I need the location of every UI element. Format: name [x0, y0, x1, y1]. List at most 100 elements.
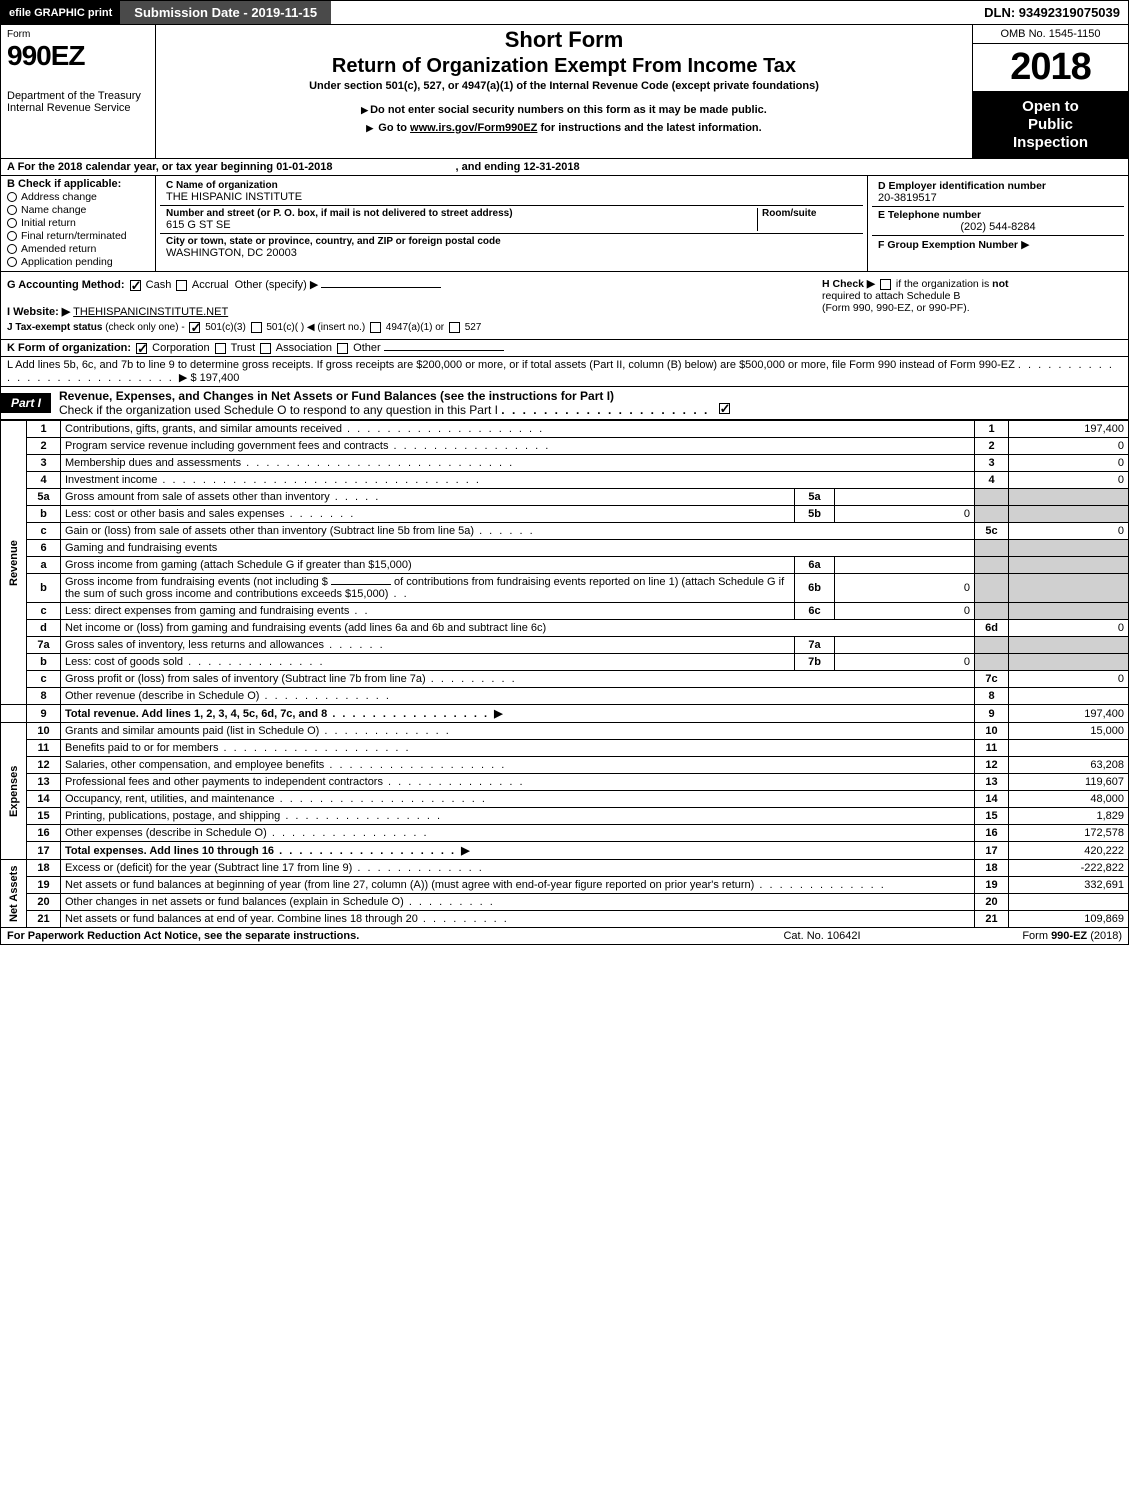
line-text: Gross profit or (loss) from sales of inv… — [61, 671, 975, 688]
line-amount: 0 — [1009, 472, 1129, 489]
goto-pre: Go to — [378, 122, 410, 134]
cash-checkbox[interactable] — [130, 280, 141, 291]
no-enter-warning: Do not enter social security numbers on … — [162, 104, 966, 116]
table-row: b Less: cost or other basis and sales ex… — [1, 506, 1129, 523]
short-form-title: Short Form — [162, 27, 966, 53]
other-specify-line[interactable] — [321, 287, 441, 288]
form-number: 990EZ — [7, 40, 149, 72]
check-name-change[interactable]: Name change — [7, 204, 149, 216]
city-value: WASHINGTON, DC 20003 — [166, 247, 857, 259]
assoc-label: Association — [276, 342, 332, 354]
sub-num: 5b — [795, 506, 835, 523]
line-text: Professional fees and other payments to … — [61, 774, 975, 791]
period-begin: A For the 2018 calendar year, or tax yea… — [7, 161, 332, 173]
check-application-pending[interactable]: Application pending — [7, 256, 149, 268]
accounting-method: G Accounting Method: Cash Accrual Other … — [7, 278, 822, 291]
line-refnum: 18 — [975, 860, 1009, 877]
l-row: L Add lines 5b, 6c, and 7b to line 9 to … — [0, 357, 1129, 387]
section-b-header: B Check if applicable: — [7, 178, 149, 190]
ein-block: D Employer identification number 20-3819… — [872, 178, 1124, 207]
check-initial-return[interactable]: Initial return — [7, 217, 149, 229]
check-app-label: Application pending — [21, 256, 113, 268]
accounting-row: G Accounting Method: Cash Accrual Other … — [0, 272, 1129, 340]
blank-line[interactable] — [331, 584, 391, 585]
footer-right: Form 990-EZ (2018) — [922, 930, 1122, 942]
trust-checkbox[interactable] — [215, 343, 226, 354]
line-num: 9 — [27, 705, 61, 723]
line-text: Less: cost or other basis and sales expe… — [61, 506, 795, 523]
line-text: Gross income from gaming (attach Schedul… — [61, 557, 795, 574]
check-address-change[interactable]: Address change — [7, 191, 149, 203]
line-text: Total expenses. Add lines 10 through 16 … — [61, 842, 975, 860]
line-text: Less: direct expenses from gaming and fu… — [61, 603, 795, 620]
street-value: 615 G ST SE — [166, 219, 757, 231]
line-num: a — [27, 557, 61, 574]
501c-checkbox[interactable] — [251, 322, 262, 333]
shaded-cell — [1009, 540, 1129, 557]
k-label: K Form of organization: — [7, 342, 131, 354]
line-num: 21 — [27, 911, 61, 928]
table-row: c Gross profit or (loss) from sales of i… — [1, 671, 1129, 688]
trust-label: Trust — [231, 342, 256, 354]
line-text: Other expenses (describe in Schedule O) … — [61, 825, 975, 842]
shaded-cell — [975, 540, 1009, 557]
cash-label: Cash — [146, 279, 172, 291]
table-row: 20 Other changes in net assets or fund b… — [1, 894, 1129, 911]
h-checkbox[interactable] — [880, 279, 891, 290]
goto-post: for instructions and the latest informat… — [540, 122, 761, 134]
527-label: 527 — [465, 322, 482, 333]
line-num: 1 — [27, 421, 61, 438]
accrual-checkbox[interactable] — [176, 280, 187, 291]
h-text1: if the organization is — [896, 278, 989, 290]
line-num: 3 — [27, 455, 61, 472]
section-b: B Check if applicable: Address change Na… — [1, 176, 156, 271]
corp-checkbox[interactable] — [136, 343, 147, 354]
line-refnum: 8 — [975, 688, 1009, 705]
501c3-checkbox[interactable] — [189, 322, 200, 333]
line-refnum: 1 — [975, 421, 1009, 438]
omb-number: OMB No. 1545-1150 — [973, 25, 1128, 44]
website-value[interactable]: THEHISPANICINSTITUTE.NET — [73, 306, 228, 318]
527-checkbox[interactable] — [449, 322, 460, 333]
501c-label: 501(c)( ) ◀ (insert no.) — [266, 322, 365, 333]
other-org-checkbox[interactable] — [337, 343, 348, 354]
phone-value: (202) 544-8284 — [878, 221, 1118, 233]
table-row: c Gain or (loss) from sale of assets oth… — [1, 523, 1129, 540]
shaded-cell — [1009, 557, 1129, 574]
line-text: Salaries, other compensation, and employ… — [61, 757, 975, 774]
sub-num: 7b — [795, 654, 835, 671]
line-text: Excess or (deficit) for the year (Subtra… — [61, 860, 975, 877]
line-num: b — [27, 506, 61, 523]
line-num: c — [27, 603, 61, 620]
line-num: c — [27, 671, 61, 688]
lines-table: Revenue 1 Contributions, gifts, grants, … — [0, 420, 1129, 928]
line-amount: 1,829 — [1009, 808, 1129, 825]
sub-num: 6c — [795, 603, 835, 620]
check-amended-label: Amended return — [21, 243, 96, 255]
ein-label: D Employer identification number — [878, 180, 1118, 192]
check-amended-return[interactable]: Amended return — [7, 243, 149, 255]
line-amount: 48,000 — [1009, 791, 1129, 808]
irs-link[interactable]: www.irs.gov/Form990EZ — [410, 122, 537, 134]
header-left: Form 990EZ Department of the Treasury In… — [1, 25, 156, 158]
sub-amount — [835, 557, 975, 574]
shaded-cell — [975, 574, 1009, 603]
accounting-left: G Accounting Method: Cash Accrual Other … — [7, 278, 822, 333]
line-num: 4 — [27, 472, 61, 489]
check-final-return[interactable]: Final return/terminated — [7, 230, 149, 242]
sub-amount — [835, 637, 975, 654]
4947-checkbox[interactable] — [370, 322, 381, 333]
line-text: Gross sales of inventory, less returns a… — [61, 637, 795, 654]
part1-check[interactable] — [719, 403, 730, 414]
group-exemption-block: F Group Exemption Number ▶ — [872, 236, 1124, 253]
table-row: b Less: cost of goods sold . . . . . . .… — [1, 654, 1129, 671]
other-org-line[interactable] — [384, 350, 504, 351]
assoc-checkbox[interactable] — [260, 343, 271, 354]
goto-instructions: Go to www.irs.gov/Form990EZ for instruct… — [162, 122, 966, 134]
line-refnum: 14 — [975, 791, 1009, 808]
org-name-row: C Name of organization THE HISPANIC INST… — [160, 178, 863, 206]
line-text: Other changes in net assets or fund bala… — [61, 894, 975, 911]
line-num: 8 — [27, 688, 61, 705]
header-right: OMB No. 1545-1150 2018 Open to Public In… — [973, 25, 1128, 158]
line-refnum: 11 — [975, 740, 1009, 757]
